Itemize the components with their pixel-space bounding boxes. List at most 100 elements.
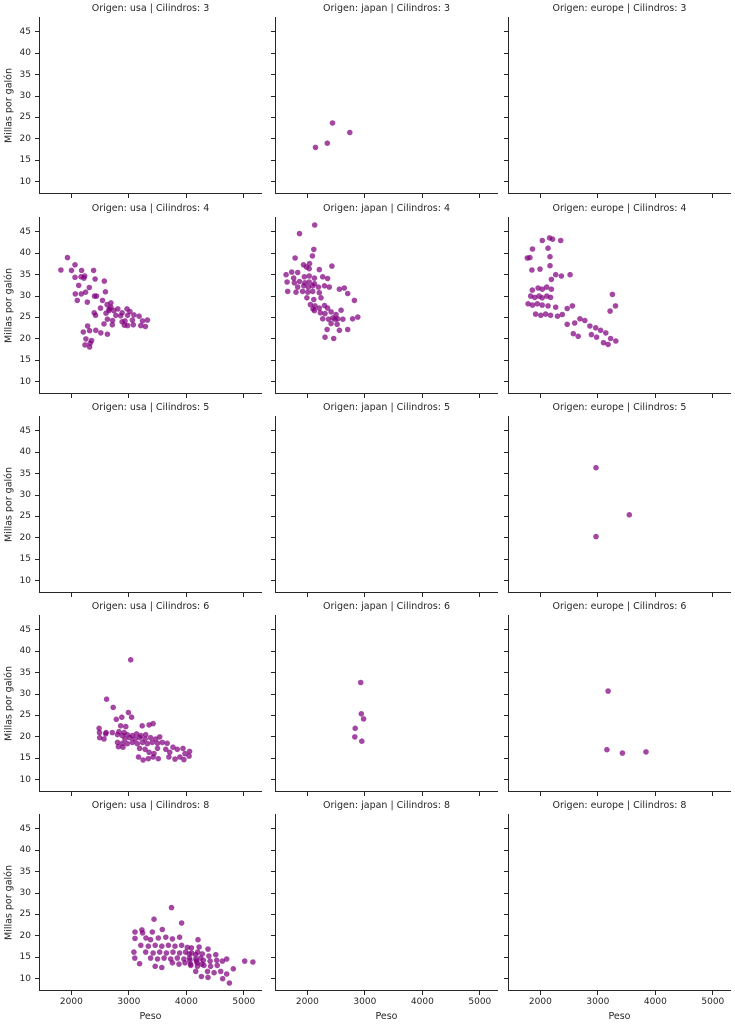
y-tick-label: 40 (19, 48, 31, 59)
x-tick-mark (712, 394, 714, 398)
data-point (176, 961, 182, 967)
data-point (330, 335, 337, 342)
data-point (182, 750, 188, 757)
data-point (64, 254, 71, 261)
x-tick-mark (597, 593, 599, 597)
y-tick-mark (271, 580, 275, 582)
data-point (101, 278, 108, 284)
y-tick-mark (504, 935, 508, 937)
x-tick-mark (479, 593, 481, 597)
data-point (547, 294, 554, 301)
data-point (334, 316, 341, 322)
data-point (309, 283, 316, 289)
y-tick-mark (504, 956, 508, 958)
x-tick-mark (243, 593, 245, 597)
data-point (570, 330, 577, 337)
scatter-points (509, 17, 732, 194)
data-point (90, 267, 97, 274)
data-point (305, 289, 311, 295)
y-tick-label: 45 (19, 425, 31, 436)
data-point (152, 942, 158, 949)
y-tick-mark (271, 52, 275, 54)
x-tick-mark (185, 991, 187, 995)
data-point (114, 739, 121, 746)
data-point (309, 253, 316, 259)
scatter-points (524, 235, 619, 348)
y-tick-mark (504, 451, 508, 453)
data-point (532, 311, 539, 317)
data-point (164, 740, 170, 747)
data-point (360, 716, 367, 722)
data-point (159, 926, 166, 933)
x-tick-mark (421, 792, 423, 796)
y-tick-mark (271, 430, 275, 432)
data-point (172, 943, 178, 949)
data-point (206, 953, 212, 959)
scatter-points (96, 657, 193, 763)
y-tick-label: 15 (19, 753, 31, 764)
plot-panel-europe-cyl6 (508, 615, 731, 792)
data-point (294, 284, 301, 290)
y-tick-mark (504, 159, 508, 161)
y-tick-mark (35, 558, 39, 560)
x-tick-mark (364, 792, 366, 796)
y-tick-mark (504, 338, 508, 340)
data-point (109, 317, 116, 324)
y-tick-mark (35, 515, 39, 517)
scatter-points (276, 416, 499, 593)
data-point (101, 321, 107, 327)
x-tick-mark (421, 991, 423, 995)
y-tick-mark (504, 231, 508, 233)
data-point (152, 963, 158, 970)
data-point (529, 287, 536, 293)
y-tick-mark (35, 672, 39, 674)
data-point (108, 300, 114, 306)
y-tick-label: 15 (19, 355, 31, 366)
y-tick-mark (504, 116, 508, 118)
data-point (170, 744, 176, 750)
data-point (127, 657, 134, 663)
y-tick-mark (35, 779, 39, 781)
y-tick-mark (271, 181, 275, 183)
y-tick-label: 10 (19, 176, 31, 187)
data-point (83, 336, 89, 342)
y-tick-label: 30 (19, 291, 31, 302)
y-tick-mark (504, 52, 508, 54)
data-point (174, 746, 181, 753)
data-point (186, 748, 193, 755)
data-point (144, 317, 151, 323)
y-tick-mark (35, 913, 39, 915)
data-point (322, 334, 328, 340)
plot-panel-japan-cyl6 (275, 615, 498, 792)
data-point (129, 739, 136, 746)
y-axis-label: Millas por galón (3, 466, 15, 542)
data-point (106, 307, 112, 314)
data-point (181, 756, 187, 763)
y-tick-label: 20 (19, 532, 31, 543)
y-tick-mark (271, 913, 275, 915)
data-point (316, 289, 323, 296)
data-point (529, 302, 536, 308)
data-point (532, 294, 538, 301)
x-tick-mark (306, 593, 308, 597)
x-tick-mark (539, 991, 541, 995)
plot-panel-usa-cyl3 (39, 17, 262, 194)
y-tick-mark (35, 181, 39, 183)
data-point (226, 980, 233, 986)
data-point (165, 942, 172, 949)
data-point (582, 317, 588, 324)
data-point (321, 283, 328, 289)
x-tick-mark (421, 593, 423, 597)
y-tick-mark (35, 159, 39, 161)
data-point (81, 273, 88, 279)
data-point (612, 303, 619, 309)
data-point (142, 323, 149, 330)
facet-title: Origen: japan | Cilindros: 6 (322, 601, 451, 612)
y-tick-mark (271, 316, 275, 318)
data-point (136, 745, 143, 752)
y-tick-mark (35, 978, 39, 980)
y-tick-mark (35, 580, 39, 582)
facet-title: Origen: japan | Cilindros: 5 (322, 402, 451, 413)
data-point (192, 968, 199, 975)
y-tick-mark (271, 693, 275, 695)
